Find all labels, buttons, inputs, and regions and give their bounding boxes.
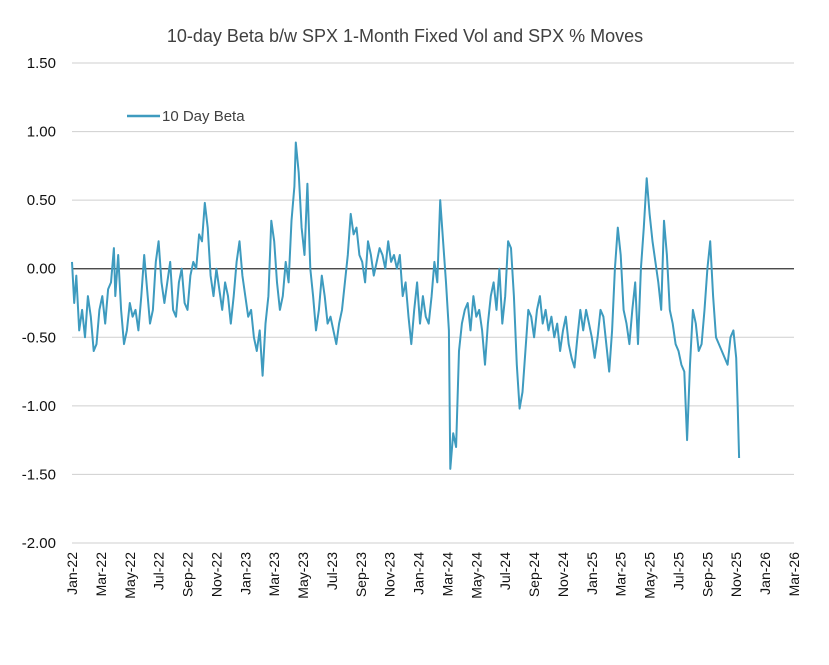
chart-title: 10-day Beta b/w SPX 1-Month Fixed Vol an…: [167, 26, 643, 46]
y-tick-label: -1.00: [22, 398, 56, 415]
x-tick-label: Nov-24: [555, 552, 571, 597]
x-tick-label: Jan-24: [411, 552, 427, 595]
x-tick-label: Sep-23: [353, 552, 369, 597]
y-tick-label: -1.50: [22, 466, 56, 483]
x-tick-label: Mar-25: [613, 552, 629, 597]
x-axis-ticks: Jan-22 Mar-22 May-22 Jul-22 Sep-22 Nov-22 Jan-…: [64, 552, 802, 599]
y-tick-label: 0.50: [27, 192, 56, 209]
x-tick-label: Sep-24: [526, 552, 542, 597]
x-tick-label: Mar-24: [439, 552, 455, 597]
y-tick-label: -0.50: [22, 329, 56, 346]
series-layer: [71, 141, 741, 470]
x-tick-label: Nov-22: [208, 552, 224, 597]
x-tick-label: Jan-26: [757, 552, 773, 595]
x-tick-label: Nov-25: [728, 552, 744, 597]
y-tick-label: 0.00: [27, 261, 56, 278]
legend-label-10-day-beta: 10 Day Beta: [162, 108, 245, 125]
x-tick-label: Sep-25: [699, 552, 715, 597]
x-tick-label: Mar-23: [266, 552, 282, 597]
x-tick-label: Jul-25: [670, 552, 686, 590]
x-tick-label: May-24: [468, 552, 484, 599]
y-tick-label: -2.00: [22, 535, 56, 552]
y-tick-label: 1.50: [27, 55, 56, 72]
x-tick-label: Mar-26: [786, 552, 802, 597]
x-tick-label: Nov-23: [382, 552, 398, 597]
x-tick-label: Mar-22: [93, 552, 109, 597]
y-axis-ticks: 1.50 1.00 0.50 0.00 -0.50 -1.00 -1.50 -2.00: [22, 55, 56, 552]
y-tick-label: 1.00: [27, 124, 56, 141]
x-tick-label: Sep-22: [180, 552, 196, 597]
x-tick-label: May-25: [642, 552, 658, 599]
x-tick-label: Jul-24: [497, 552, 513, 590]
x-tick-label: Jan-25: [584, 552, 600, 595]
x-tick-label: Jul-23: [324, 552, 340, 590]
x-tick-label: May-22: [122, 552, 138, 599]
x-tick-label: Jan-22: [64, 552, 80, 595]
series-line-10-day-beta: [71, 141, 741, 470]
x-tick-label: Jul-22: [151, 552, 167, 590]
x-tick-label: Jan-23: [237, 552, 253, 595]
x-tick-label: May-23: [295, 552, 311, 599]
grid-lines: [72, 62, 794, 544]
legend: 10 Day Beta: [127, 108, 245, 125]
